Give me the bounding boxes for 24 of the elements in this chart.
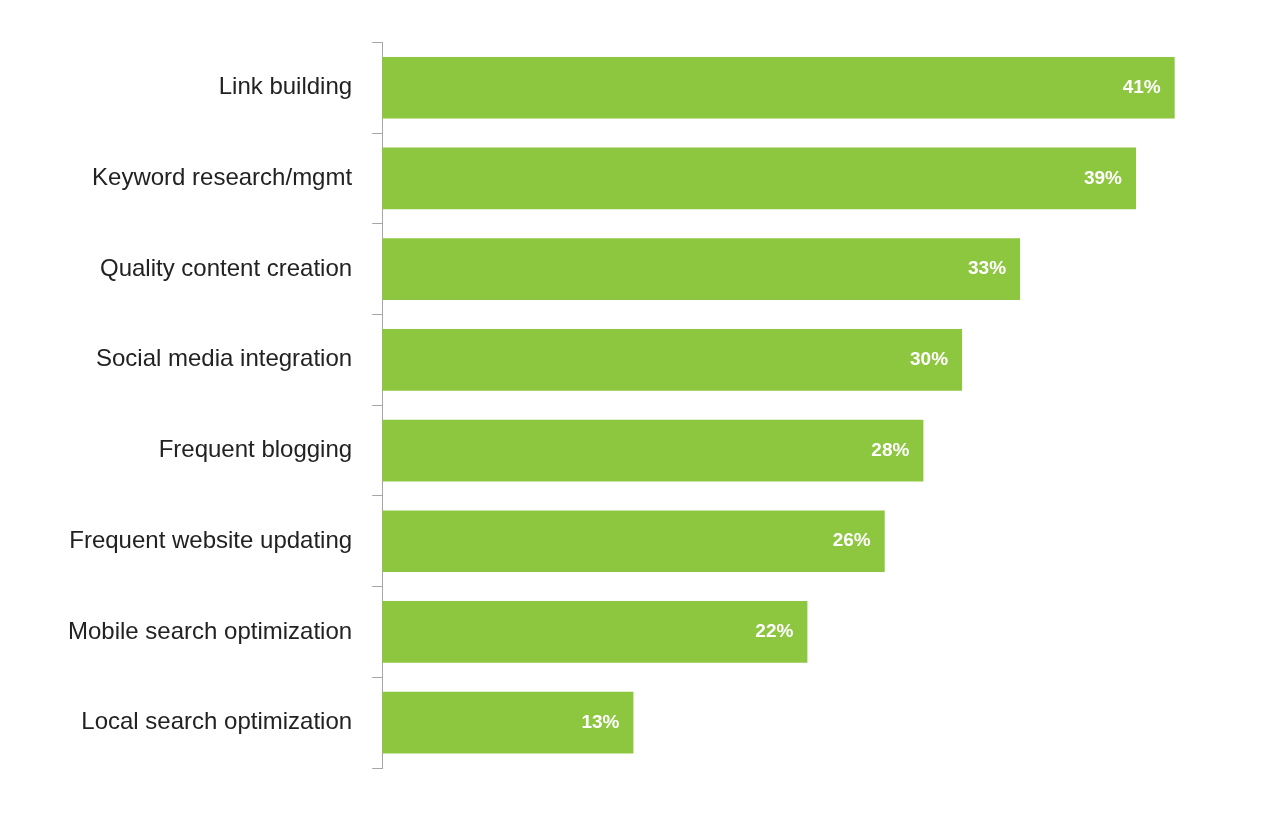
bar	[382, 147, 1137, 210]
y-tick-label: Keyword research/mgmt	[92, 163, 353, 191]
bar	[382, 510, 885, 573]
bar	[382, 238, 1021, 300]
data-label: 26%	[832, 529, 871, 551]
y-tick-label: Quality content creation	[99, 253, 353, 281]
y-tick-label: Mobile search optimization	[67, 616, 353, 644]
y-tick-label: Social media integration	[95, 344, 353, 372]
y-tick-label: Frequent website updating	[69, 525, 353, 553]
data-label: 41%	[1122, 75, 1161, 97]
data-label: 28%	[871, 438, 910, 460]
bar	[382, 419, 924, 482]
y-tick-label: Link building	[218, 72, 353, 100]
bar	[382, 601, 808, 663]
data-label: 13%	[581, 710, 620, 732]
data-label: 39%	[1083, 166, 1123, 188]
bar	[382, 329, 963, 391]
data-label: 22%	[755, 620, 794, 642]
y-tick-label: Frequent blogging	[158, 435, 353, 463]
data-label: 33%	[968, 257, 1007, 279]
bar	[382, 56, 1175, 119]
data-label: 30%	[910, 348, 949, 370]
y-tick-label: Local search optimization	[81, 707, 353, 735]
bar	[382, 691, 634, 754]
